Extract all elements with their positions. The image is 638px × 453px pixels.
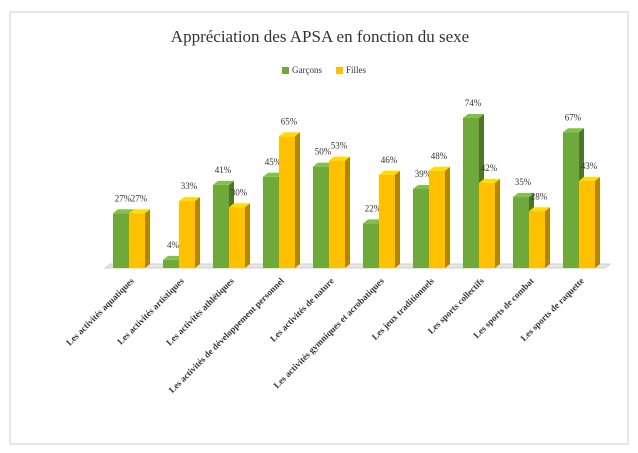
value-label: 74% [465,98,482,108]
bar-front [213,184,229,268]
value-label: 28% [531,191,548,201]
bar-top [513,193,534,198]
bar-top [329,156,350,161]
bar-top [313,162,334,167]
legend-swatch [282,67,289,74]
value-label: 30% [231,187,248,197]
bar-front [529,211,545,268]
value-label: 35% [515,177,532,187]
value-label: 53% [331,141,348,151]
bar-front [313,166,329,268]
bar-side [245,203,250,268]
bar-side [145,209,150,268]
bar-front [329,160,345,268]
value-label: 22% [365,203,382,213]
bar-top [113,209,134,214]
bar-front [263,176,279,268]
bar-top [263,172,284,177]
bar-front [163,259,179,268]
value-label: 45% [265,157,282,167]
bar-top [129,209,150,214]
value-label: 48% [431,151,448,161]
bar-side [295,132,300,268]
bar-top [529,207,550,212]
value-label: 65% [281,116,298,126]
bar-side [445,166,450,268]
bar-top [163,255,184,260]
bar-top [479,178,500,183]
bar [179,197,200,268]
bar-front [363,223,379,268]
bar-top [413,184,434,189]
value-label: 50% [315,147,332,157]
legend-swatch [336,67,343,74]
legend-label: Filles [346,65,367,75]
bar-side [195,197,200,268]
bar [329,156,350,268]
value-label: 46% [381,155,398,165]
bar-top [429,166,450,171]
value-label: 67% [565,112,582,122]
bar [279,132,300,268]
bar-top [379,170,400,175]
bar-top [213,180,234,185]
bar [229,203,250,268]
value-label: 33% [181,181,198,191]
bar-front [463,118,479,268]
legend-label: Garçons [292,65,322,75]
bar-top [463,114,484,118]
bar-side [495,178,500,268]
bar [429,166,450,268]
bar-front [479,182,495,268]
bar-front [179,201,195,268]
bar-front [129,213,145,268]
chart-title: Appréciation des APSA en fonction du sex… [171,27,469,46]
value-label: 43% [581,161,598,171]
value-label: 42% [481,163,498,173]
bar-side [545,207,550,268]
bar-front [579,180,595,268]
bar-side [595,176,600,268]
bar-top [229,203,250,208]
value-label: 27% [115,193,132,203]
bar [129,209,150,268]
value-label: 4% [167,240,180,250]
bar-front [513,197,529,268]
value-label: 41% [215,165,232,175]
bar-front [113,213,129,268]
value-label: 27% [131,193,148,203]
bar-front [279,136,295,268]
bar-front [413,188,429,268]
bar [479,178,500,268]
bar-side [395,170,400,268]
bar-front [429,170,445,268]
bar-top [179,197,200,202]
bar-side [345,156,350,268]
value-label: 39% [415,169,432,179]
bar-front [563,132,579,268]
bar [379,170,400,268]
bar-top [579,176,600,181]
bar [579,176,600,268]
bar-top [563,128,584,133]
bar-top [279,132,300,137]
bar-front [379,174,395,268]
bar-front [229,207,245,268]
bar [529,207,550,268]
bar-top [363,219,384,224]
